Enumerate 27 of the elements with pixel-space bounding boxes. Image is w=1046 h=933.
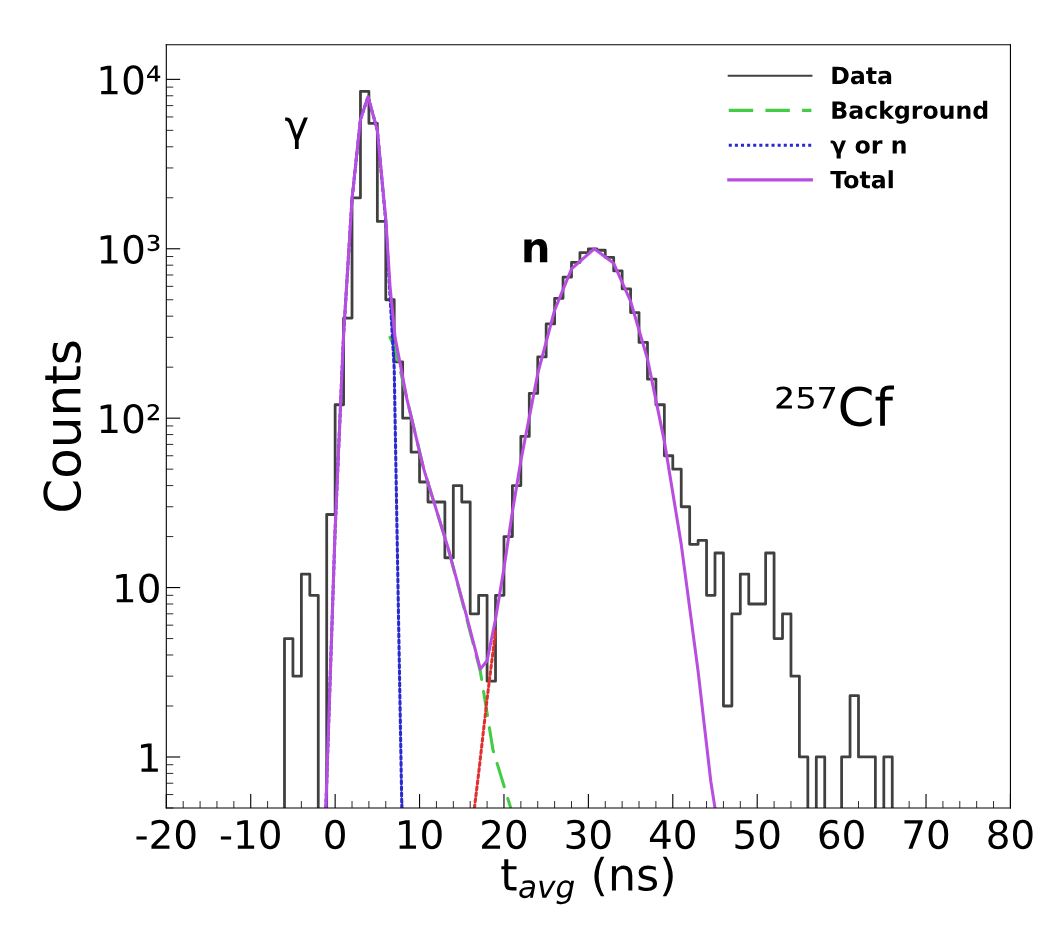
- y-axis-title: Counts: [43, 341, 82, 511]
- y-tick-label: 10: [116, 573, 159, 603]
- x-tick-label: 40: [649, 819, 695, 850]
- y-tick-label: 10²: [100, 404, 159, 434]
- x-tick-label: 50: [735, 819, 780, 850]
- x-tick-label: 60: [819, 819, 864, 850]
- x-tick-label: 80: [988, 819, 1033, 850]
- x-tick-label: 20: [482, 819, 527, 850]
- x-axis-title: t$_{avg}$ (ns): [501, 856, 673, 905]
- y-tick-label: 10⁴: [100, 65, 161, 95]
- legend-label: γ or n: [830, 140, 906, 159]
- legend-label: Data: [832, 66, 892, 85]
- x-tick-label: 0: [325, 819, 345, 850]
- annotation: γ: [285, 117, 308, 149]
- y-tick-label: 10³: [100, 234, 160, 265]
- x-tick-label: 10: [399, 819, 442, 850]
- x-tick-label: -10: [220, 819, 280, 850]
- y-tick-label: 1: [140, 743, 158, 772]
- legend-label: Total: [830, 170, 893, 189]
- line-series: [472, 630, 498, 808]
- legend-label: Background: [832, 100, 988, 124]
- annotation: ²⁵⁷Cf: [776, 385, 894, 427]
- line-series: [324, 95, 717, 808]
- x-tick-label: 30: [566, 819, 611, 850]
- x-tick-label: -20: [136, 819, 196, 850]
- x-tick-label: 70: [904, 819, 949, 850]
- annotation: n: [524, 239, 548, 263]
